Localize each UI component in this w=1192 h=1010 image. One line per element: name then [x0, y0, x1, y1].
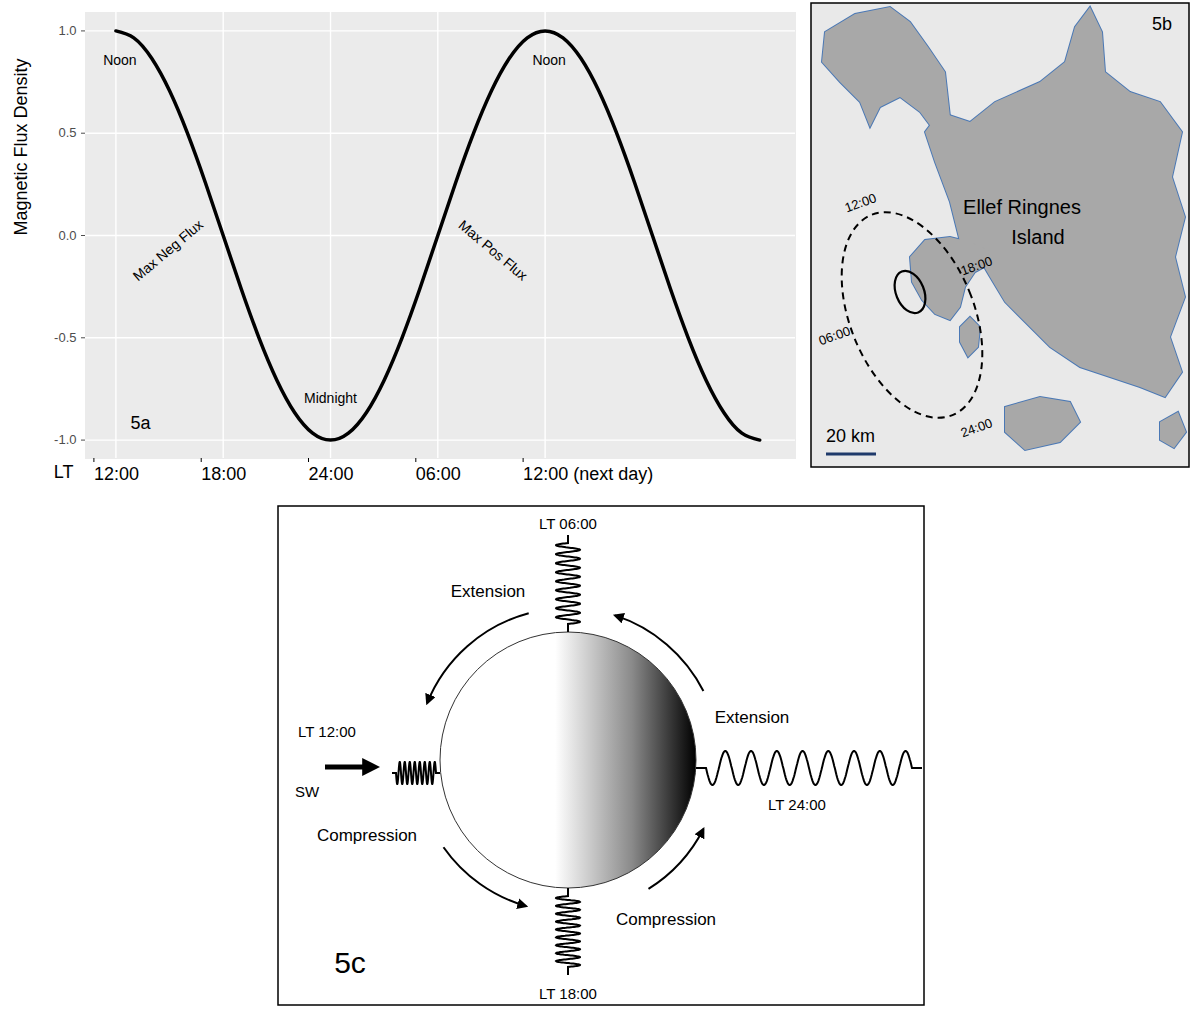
svg-text:LT 12:00: LT 12:00: [298, 723, 356, 740]
svg-text:5a: 5a: [131, 413, 152, 433]
svg-text:Max Neg Flux: Max Neg Flux: [130, 216, 206, 284]
svg-text:12:00: 12:00: [94, 464, 139, 484]
svg-text:24:00: 24:00: [959, 415, 995, 440]
svg-text:LT: LT: [54, 462, 74, 482]
svg-text:Magnetic Flux Density: Magnetic Flux Density: [11, 58, 31, 235]
svg-text:18:00: 18:00: [959, 253, 995, 278]
svg-text:Extension: Extension: [451, 582, 526, 601]
svg-text:LT 06:00: LT 06:00: [539, 515, 597, 532]
svg-text:SW: SW: [295, 783, 320, 800]
svg-text:Extension: Extension: [715, 708, 790, 727]
svg-text:1.0: 1.0: [58, 23, 76, 38]
svg-text:Compression: Compression: [616, 910, 716, 929]
svg-text:Noon: Noon: [532, 52, 565, 68]
svg-text:12:00: 12:00: [843, 190, 879, 215]
svg-text:LT 18:00: LT 18:00: [539, 985, 597, 1002]
svg-text:06:00: 06:00: [817, 323, 853, 348]
svg-text:Midnight: Midnight: [304, 390, 357, 406]
svg-text:Compression: Compression: [317, 826, 417, 845]
svg-text:0.0: 0.0: [58, 228, 76, 243]
svg-text:5c: 5c: [334, 946, 366, 979]
svg-text:LT 24:00: LT 24:00: [768, 796, 826, 813]
svg-text:Max Pos Flux: Max Pos Flux: [456, 217, 531, 284]
svg-text:Noon: Noon: [103, 52, 136, 68]
svg-text:Ellef Ringnes: Ellef Ringnes: [963, 196, 1081, 218]
svg-text:0.5: 0.5: [58, 125, 76, 140]
svg-text:12:00 (next day): 12:00 (next day): [523, 464, 653, 484]
svg-text:-1.0: -1.0: [54, 432, 76, 447]
svg-text:-0.5: -0.5: [54, 330, 76, 345]
svg-text:20 km: 20 km: [826, 426, 875, 446]
svg-text:5b: 5b: [1152, 14, 1172, 34]
svg-text:06:00: 06:00: [416, 464, 461, 484]
svg-text:24:00: 24:00: [309, 464, 354, 484]
svg-text:Island: Island: [1011, 226, 1064, 248]
svg-text:18:00: 18:00: [201, 464, 246, 484]
